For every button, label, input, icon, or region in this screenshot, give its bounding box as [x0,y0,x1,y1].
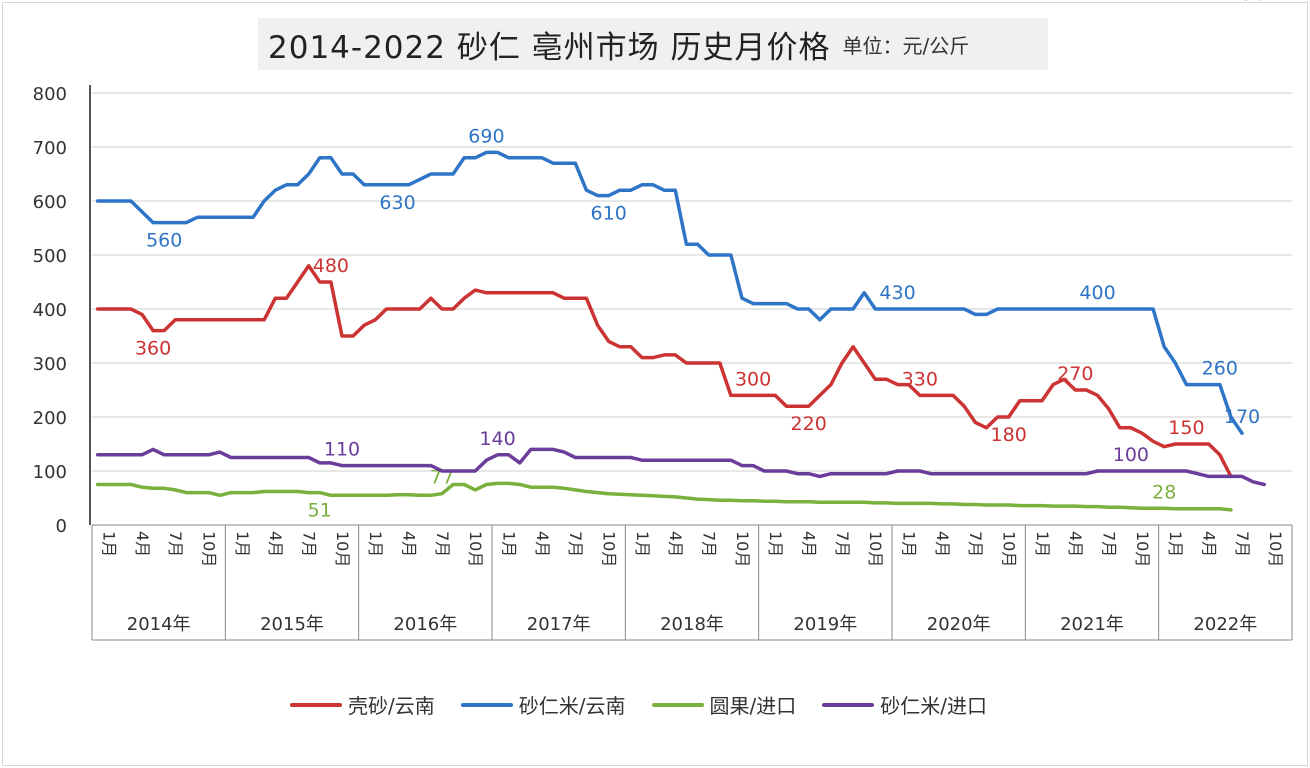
data-label: 180 [991,424,1027,446]
month-tick-label: 1月 [100,531,119,557]
month-tick-label: 7月 [1233,531,1252,557]
month-tick-label: 10月 [1000,531,1019,567]
month-tick-label: 10月 [866,531,885,567]
month-tick-label: 7月 [833,531,852,557]
month-tick-label: 7月 [966,531,985,557]
chart-unit: 单位：元/公斤 [842,33,970,58]
legend-swatch [460,702,513,707]
y-tick-label: 700 [33,138,67,159]
data-label: 480 [313,255,349,277]
chart-title: 2014-2022 砂仁 亳州市场 历史月价格 [268,29,831,66]
legend-label: 砂仁米/云南 [518,694,626,718]
year-label: 2022年 [1193,614,1257,635]
y-tick-label: 600 [33,192,67,213]
month-tick-label: 4月 [266,531,285,557]
month-tick-label: 1月 [633,531,652,557]
month-tick-label: 4月 [1200,531,1219,557]
month-tick-label: 10月 [1266,531,1285,567]
data-label: 110 [324,439,360,461]
data-label: 270 [1057,363,1093,385]
month-tick-label: 1月 [233,531,252,557]
month-tick-label: 1月 [366,531,385,557]
series-line-3 [95,447,1266,487]
month-tick-label: 4月 [800,531,819,557]
month-tick-label: 10月 [1133,531,1152,567]
month-tick-label: 1月 [766,531,785,557]
y-tick-label: 400 [33,300,67,321]
data-label: 360 [135,338,171,360]
month-tick-label: 7月 [1100,531,1119,557]
month-tick-label: 1月 [1033,531,1052,557]
data-label: 260 [1202,358,1238,380]
legend-label: 壳砂/云南 [348,694,435,718]
month-tick-label: 7月 [300,531,319,557]
data-label: 51 [308,500,332,522]
y-tick-label: 100 [33,462,67,483]
data-label: 100 [1113,444,1149,466]
data-label: 690 [468,125,504,147]
year-label: 2021年 [1060,614,1124,635]
legend-swatch [822,702,875,707]
series-line-0 [95,264,1233,479]
month-tick-label: 4月 [666,531,685,557]
y-tick-label: 200 [33,408,67,429]
year-label: 2014年 [127,614,191,635]
data-label: 300 [735,368,771,390]
year-label: 2020年 [927,614,991,635]
data-label: 220 [791,413,827,435]
data-label: 610 [591,203,627,225]
year-label: 2016年 [393,614,457,635]
month-tick-label: 4月 [933,531,952,557]
month-tick-label: 10月 [733,531,752,567]
series-line-1 [95,150,1244,435]
month-tick-label: 10月 [600,531,619,567]
legend-item-round-import: 圆果/进口 [651,690,797,719]
month-tick-label: 4月 [133,531,152,557]
legend: 壳砂/云南 砂仁米/云南 圆果/进口 砂仁米/进口 [290,690,987,719]
legend-swatch [651,702,704,707]
year-label: 2015年 [260,614,324,635]
legend-label: 砂仁米/进口 [880,694,987,718]
month-tick-label: 4月 [400,531,419,557]
month-tick-label: 4月 [533,531,552,557]
legend-label: 圆果/进口 [709,694,797,718]
data-label: 560 [146,230,182,252]
month-tick-label: 1月 [900,531,919,557]
y-tick-label: 0 [56,516,67,537]
legend-item-kernel-import: 砂仁米/进口 [822,690,987,719]
data-label: 330 [902,368,938,390]
data-label: 28 [1152,481,1176,503]
month-tick-label: 10月 [333,531,352,567]
legend-item-shell-yunnan: 壳砂/云南 [290,690,435,719]
month-tick-label: 1月 [500,531,519,557]
month-tick-label: 7月 [433,531,452,557]
legend-item-kernel-yunnan: 砂仁米/云南 [460,690,626,719]
year-label: 2017年 [527,614,591,635]
month-tick-label: 1月 [1166,531,1185,557]
month-tick-label: 7月 [700,531,719,557]
month-tick-label: 10月 [200,531,219,567]
data-label: 150 [1168,417,1204,439]
chart-title-box: 2014-2022 砂仁 亳州市场 历史月价格 单位：元/公斤 [258,18,1048,70]
data-label: 90 [1241,0,1265,5]
data-label: 400 [1079,282,1115,304]
data-label: 630 [379,192,415,214]
month-tick-label: 7月 [166,531,185,557]
legend-swatch [290,702,342,707]
data-label: 430 [879,282,915,304]
data-label: 170 [1224,406,1260,428]
series-line-2 [95,481,1233,512]
data-label: 140 [479,428,515,450]
month-tick-label: 10月 [466,531,485,567]
y-tick-label: 500 [33,246,67,267]
month-tick-label: 7月 [566,531,585,557]
y-tick-label: 300 [33,354,67,375]
y-tick-label: 800 [33,84,67,105]
year-label: 2019年 [793,614,857,635]
month-tick-label: 4月 [1066,531,1085,557]
year-label: 2018年 [660,614,724,635]
